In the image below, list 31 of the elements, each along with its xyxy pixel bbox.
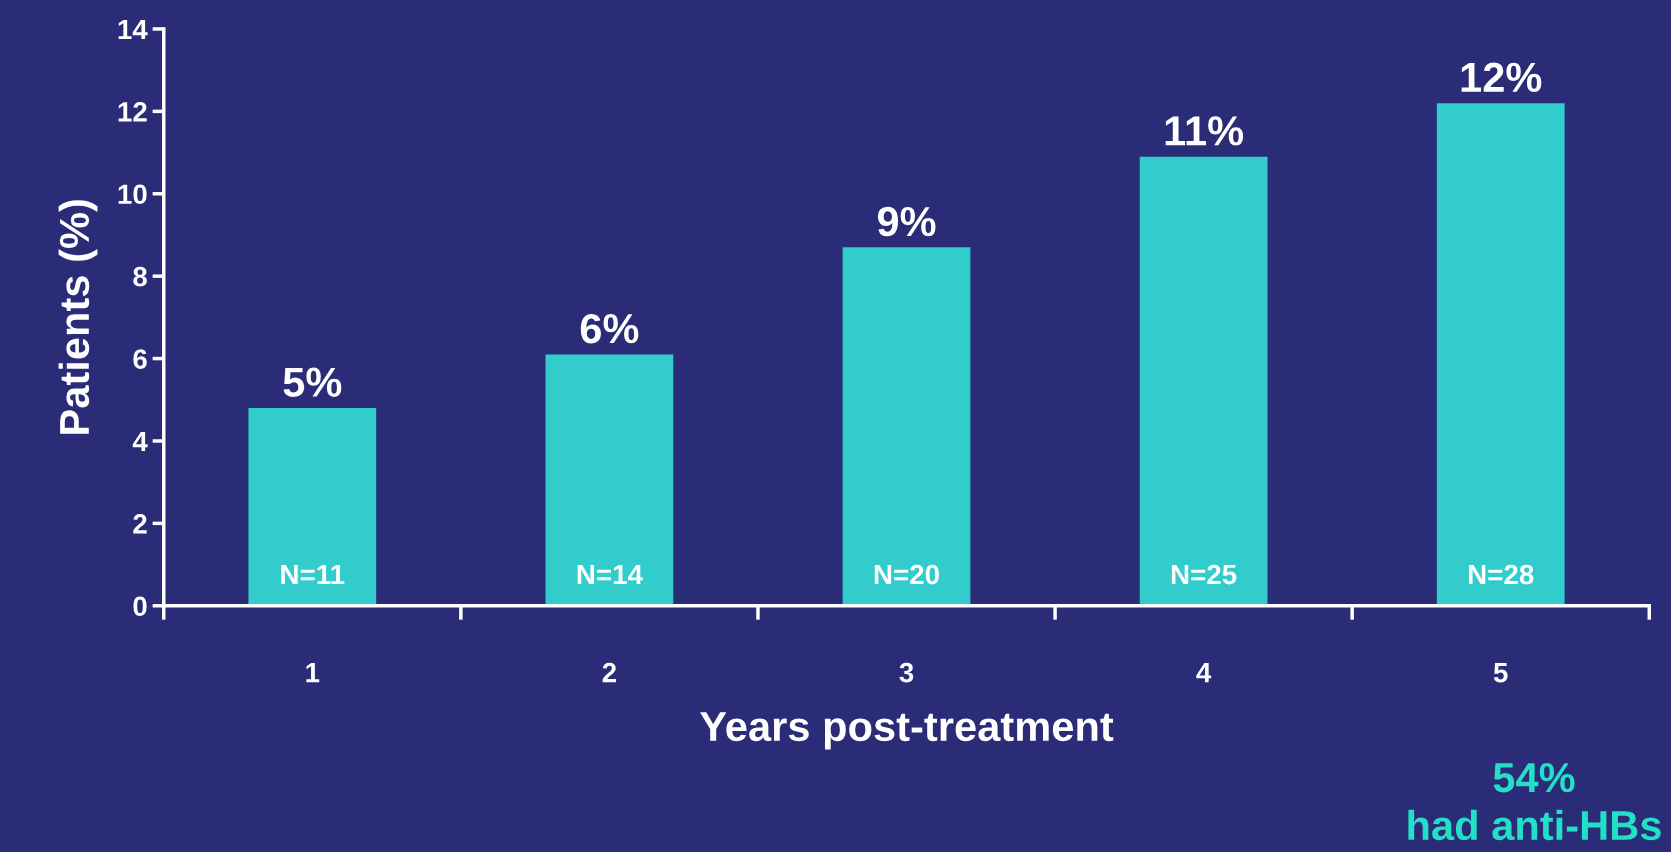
x-tick-label: 2 bbox=[602, 662, 617, 683]
annotation: N=11 bbox=[281, 565, 345, 585]
x-axis-title: Years post-treatment bbox=[699, 712, 1114, 750]
bar bbox=[1436, 103, 1565, 606]
y-tick-label: 4 bbox=[132, 431, 148, 452]
x-tick-label: 3 bbox=[899, 662, 914, 683]
y-axis-title: Patients (%) bbox=[58, 200, 98, 434]
bar bbox=[1139, 156, 1268, 606]
bar bbox=[842, 247, 971, 606]
annotation: N=14 bbox=[577, 565, 643, 585]
y-tick-label: 14 bbox=[118, 19, 148, 40]
data-label: 9% bbox=[877, 206, 936, 237]
bar bbox=[545, 354, 674, 606]
text: 54% had anti-HBs bbox=[1408, 762, 1661, 841]
y-tick-label: 0 bbox=[133, 596, 147, 617]
y-tick-label: 6 bbox=[133, 349, 147, 369]
annotation: N=28 bbox=[1468, 564, 1534, 585]
x-tick-label: 4 bbox=[1196, 663, 1212, 683]
data-label: 6% bbox=[580, 313, 639, 344]
y-tick-label: 2 bbox=[133, 514, 147, 534]
bar bbox=[248, 408, 377, 606]
y-tick-label: 10 bbox=[118, 184, 147, 205]
data-label: 5% bbox=[283, 367, 342, 397]
x-tick-label: 1 bbox=[306, 663, 320, 683]
y-tick-label: 12 bbox=[118, 102, 147, 122]
annotation: N=25 bbox=[1171, 564, 1237, 585]
y-tick-label: 8 bbox=[133, 266, 147, 287]
data-label: 12% bbox=[1461, 62, 1542, 93]
annotation: N=20 bbox=[874, 564, 939, 585]
x-tick-label: 5 bbox=[1493, 663, 1508, 683]
data-label: 11% bbox=[1165, 116, 1244, 146]
